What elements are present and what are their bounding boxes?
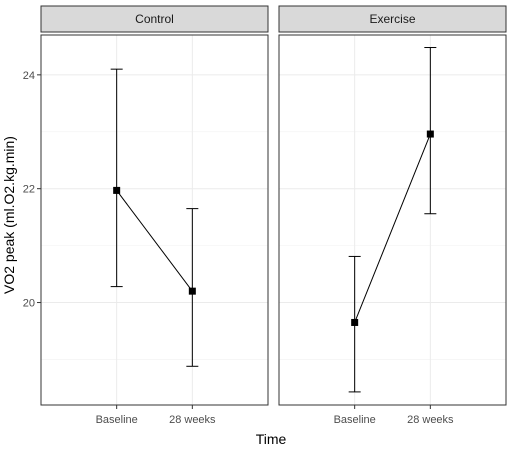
panel-border [278,34,507,406]
x-tick-label: Baseline [96,414,138,426]
y-tick-label: 20 [23,298,35,310]
x-tick-label: Baseline [334,414,376,426]
x-tick-label: 28 weeks [407,414,454,426]
facet-strip [278,5,507,33]
panel-control: Control Baseline 28 weeks [40,5,269,426]
data-point [426,130,434,138]
facet-panels: Control Baseline 28 weeks Exercise Baseline 2… [40,5,507,426]
x-axis-title: Time [256,431,287,447]
facet-strip-label: Control [135,12,174,26]
facet-strip-label: Exercise [369,12,415,26]
panel-border [40,34,269,406]
panel-background [279,35,506,405]
y-tick-labels: 20 22 24 [23,70,41,310]
facet-strip [40,5,269,33]
y-axis-title: VO2 peak (ml.O2.kg.min) [1,136,17,294]
panel-background [41,35,268,405]
series-line [354,133,431,323]
x-tick-label: 28 weeks [169,414,216,426]
data-point [351,318,359,326]
data-point [188,287,196,295]
data-point [113,186,121,194]
y-tick-label: 22 [23,184,35,196]
series-line [116,190,193,292]
panel-exercise: Exercise Baseline 28 weeks [278,5,507,426]
y-tick-label: 24 [23,70,35,82]
